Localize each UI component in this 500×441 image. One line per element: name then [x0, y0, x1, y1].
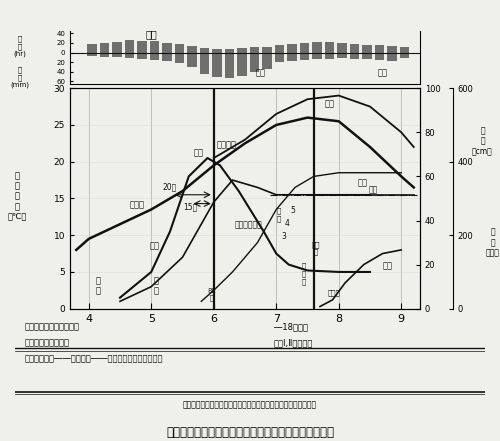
Bar [287, 44, 296, 52]
Text: 20日: 20日 [163, 182, 177, 191]
Text: 保温的水管理――早期中干――間断かん水・落水期延長: 保温的水管理――早期中干――間断かん水・落水期延長 [24, 354, 163, 363]
Text: 8L
期: 8L 期 [208, 288, 216, 301]
Bar [250, 47, 259, 52]
Bar [162, 43, 172, 52]
Text: 茎数: 茎数 [193, 149, 203, 158]
Text: 幼
形
期: 幼 形 期 [302, 263, 306, 284]
Text: 幼穂長: 幼穂長 [328, 289, 341, 295]
Bar [150, 41, 159, 52]
Bar [262, 52, 272, 69]
Bar [174, 52, 184, 63]
Text: 平
均
気
温
（℃）: 平 均 気 温 （℃） [8, 171, 27, 221]
Bar [187, 52, 196, 67]
Text: 変化大: 変化大 [130, 200, 145, 209]
Bar [212, 49, 222, 52]
Bar [374, 45, 384, 52]
Text: 出穂
期: 出穂 期 [312, 241, 320, 255]
Text: 降
水
(mm): 降 水 (mm) [10, 66, 29, 88]
Bar [250, 52, 259, 72]
Bar [137, 41, 146, 52]
Text: ―18日から: ―18日から [274, 322, 308, 331]
Bar [87, 44, 97, 52]
Bar [212, 52, 222, 77]
Bar [312, 42, 322, 52]
Bar [224, 49, 234, 52]
Text: 播
種: 播 種 [96, 276, 100, 295]
Bar [124, 41, 134, 52]
Bar [287, 52, 296, 61]
Bar [150, 52, 159, 60]
Bar [324, 52, 334, 59]
Text: 田
植: 田 植 [154, 276, 158, 295]
Text: 新潟など北陸におけるコシヒカリの標準的生育管理型: 新潟など北陸におけるコシヒカリの標準的生育管理型 [166, 426, 334, 439]
Bar [400, 47, 409, 52]
Bar [300, 43, 309, 52]
Bar [362, 45, 372, 52]
Text: １株小苗・基肥減肥: １株小苗・基肥減肥 [24, 338, 70, 347]
Text: 秋雨: 秋雨 [378, 69, 388, 78]
Text: 日
照
(hr): 日 照 (hr) [14, 35, 26, 57]
Text: 平均気温: 平均気温 [216, 140, 236, 149]
Bar [374, 52, 384, 60]
Bar [137, 52, 146, 59]
Bar [112, 52, 122, 57]
Bar [174, 44, 184, 52]
Text: 穂肥Ⅰ,Ⅱ（実肥）: 穂肥Ⅰ,Ⅱ（実肥） [274, 338, 313, 347]
Bar [100, 52, 109, 57]
Bar [362, 52, 372, 59]
Bar [237, 52, 246, 75]
Text: 5: 5 [290, 206, 295, 215]
Bar [274, 52, 284, 62]
Bar [100, 43, 109, 52]
Text: 穂数: 穂数 [358, 178, 368, 187]
Text: 茎
数
（本）: 茎 数 （本） [486, 228, 500, 258]
Text: 収量: 収量 [382, 261, 392, 270]
Text: 15日: 15日 [184, 202, 198, 212]
Text: 草
丈
（cm）: 草 丈 （cm） [472, 126, 493, 156]
Bar [187, 46, 196, 52]
Bar [200, 52, 209, 74]
Bar [400, 52, 409, 58]
Bar [237, 48, 246, 52]
Text: 低温実動克服・梅雨勢勢地耐力前歴・高温克肥・稲わら秋鋼込み: 低温実動克服・梅雨勢勢地耐力前歴・高温克肥・稲わら秋鋼込み [183, 400, 317, 409]
Text: 多照: 多照 [146, 29, 157, 39]
Bar [324, 42, 334, 52]
Bar [262, 47, 272, 52]
Bar [350, 44, 359, 52]
Bar [312, 52, 322, 59]
Text: 下位節間伸長: 下位節間伸長 [234, 221, 262, 230]
Bar [350, 52, 359, 59]
Text: 葉
色: 葉 色 [276, 208, 281, 222]
Bar [337, 43, 346, 52]
Bar [87, 52, 97, 56]
Bar [387, 52, 396, 61]
Text: 4: 4 [285, 219, 290, 228]
Bar [337, 52, 346, 58]
Text: 穂良: 穂良 [368, 186, 378, 194]
Text: 梅雨: 梅雨 [256, 69, 266, 78]
Bar [300, 52, 309, 60]
Bar [162, 52, 172, 61]
Bar [124, 52, 134, 58]
Bar [112, 42, 122, 52]
Bar [274, 45, 284, 52]
Text: 3: 3 [282, 232, 286, 241]
Text: 温まき健苗・５日前追肥: 温まき健苗・５日前追肥 [24, 322, 80, 331]
Bar [200, 48, 209, 52]
Bar [224, 52, 234, 78]
Bar [387, 46, 396, 52]
Text: 草丈: 草丈 [150, 241, 160, 250]
Text: 高温: 高温 [324, 100, 334, 108]
